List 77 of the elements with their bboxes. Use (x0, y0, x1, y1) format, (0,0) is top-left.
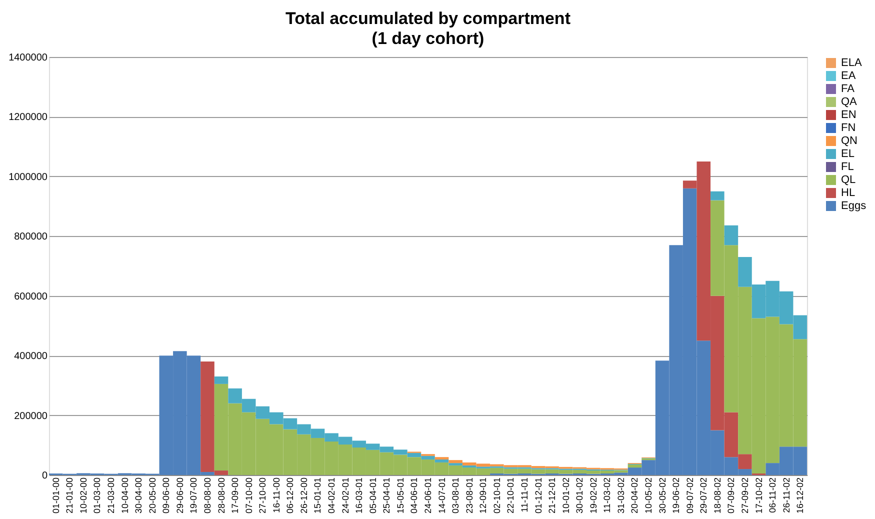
x-tick-label: 07-09-02 (726, 478, 736, 514)
x-tick-label: 16-11-00 (271, 478, 282, 513)
x-tick-label: 24-06-01 (423, 478, 433, 514)
x-tick-label: 10-04-00 (120, 478, 130, 514)
x-tick-label: 31-03-02 (616, 478, 626, 514)
x-tick-label: 19-06-02 (671, 478, 682, 514)
y-tick-label: 800000 (14, 232, 48, 243)
x-tick-label: 21-12-01 (547, 478, 558, 514)
x-tick-label: 20-05-00 (147, 478, 158, 514)
legend-label: EA (841, 70, 856, 82)
x-tick-label: 24-02-01 (340, 478, 350, 514)
x-tick-label: 17-10-02 (754, 478, 764, 514)
x-tick-label: 10-02-00 (78, 478, 88, 514)
x-tick-label: 11-11-01 (519, 478, 530, 512)
x-tick-label: 22-10-01 (506, 478, 516, 514)
x-tick-label: 09-07-02 (684, 478, 695, 514)
x-tick-label: 29-06-00 (174, 478, 185, 514)
x-tick-label: 04-02-01 (326, 478, 337, 514)
legend-label: FA (841, 83, 856, 95)
x-tick-label: 01-03-00 (92, 478, 102, 514)
y-tick-label: 1000000 (8, 172, 48, 183)
x-tick-label: 01-12-01 (533, 478, 544, 514)
legend-label: Eggs (841, 200, 867, 212)
x-tick-label: 07-10-00 (244, 478, 254, 514)
x-tick-label: 15-05-01 (395, 478, 406, 514)
x-tick-label: 03-08-01 (450, 478, 461, 514)
x-tick-label: 05-04-01 (368, 478, 378, 514)
x-tick-label: 27-09-02 (740, 478, 750, 514)
x-tick-label: 10-01-02 (560, 478, 571, 514)
x-tick-label: 17-09-00 (230, 478, 240, 514)
y-tick-label: 200000 (14, 410, 48, 422)
x-tick-label: 12-09-01 (478, 478, 488, 514)
chart-title: Total accumulated by compartment (286, 9, 571, 28)
y-tick-label: 1400000 (8, 52, 48, 64)
x-tick-label: 08-08-00 (202, 478, 212, 514)
x-tick-label: 06-12-00 (285, 478, 296, 514)
x-tick-label: 21-01-00 (64, 478, 75, 514)
legend-label: ELA (841, 57, 862, 69)
legend-label: HL (841, 187, 856, 199)
legend-label: FL (841, 161, 854, 173)
x-tick-label: 18-08-02 (712, 478, 722, 514)
legend-label: EL (841, 148, 854, 160)
y-tick-label: 600000 (14, 291, 48, 302)
y-tick-label: 0 (42, 470, 48, 482)
x-tick-label: 04-06-01 (409, 478, 420, 514)
x-tick-label: 30-04-00 (134, 478, 144, 514)
x-tick-label: 26-11-02 (781, 478, 792, 513)
x-tick-label: 23-08-01 (464, 478, 474, 514)
x-tick-label: 10-05-02 (644, 478, 654, 514)
x-tick-label: 27-10-00 (258, 478, 268, 514)
legend-label: FN (841, 122, 856, 134)
x-tick-label: 25-04-01 (382, 478, 392, 514)
legend-label: QN (841, 135, 858, 147)
chart-subtitle: (1 day cohort) (372, 29, 484, 48)
x-tick-label: 06-11-02 (768, 478, 778, 513)
x-tick-label: 02-10-01 (492, 478, 502, 514)
x-tick-label: 19-02-02 (588, 478, 598, 514)
x-tick-label: 26-12-00 (298, 478, 309, 514)
legend-label: QA (841, 96, 858, 108)
x-tick-label: 14-07-01 (436, 478, 447, 514)
y-tick-label: 400000 (14, 351, 48, 362)
x-tick-label: 30-01-02 (574, 478, 585, 514)
x-tick-label: 16-03-01 (354, 478, 364, 514)
x-tick-label: 21-03-00 (106, 478, 116, 514)
x-tick-label: 19-07-00 (188, 478, 199, 514)
x-tick-label: 20-04-02 (630, 478, 640, 514)
x-tick-label: 30-05-02 (657, 478, 668, 514)
x-tick-label: 11-03-02 (602, 478, 612, 513)
legend-label: EN (841, 109, 856, 121)
x-tick-label: 28-08-00 (216, 478, 226, 514)
legend-label: QL (841, 174, 856, 186)
x-tick-label: 16-12-02 (795, 478, 806, 514)
y-tick-label: 1200000 (8, 112, 48, 124)
x-tick-label: 15-01-01 (312, 478, 323, 514)
x-tick-label: 29-07-02 (698, 478, 709, 514)
x-tick-label: 01-01-00 (50, 478, 61, 514)
x-tick-label: 09-06-00 (161, 478, 172, 514)
